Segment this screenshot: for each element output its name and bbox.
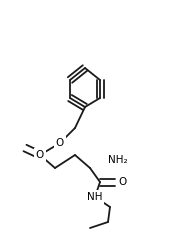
Text: NH₂: NH₂: [108, 155, 128, 165]
Text: O: O: [118, 177, 126, 187]
Text: O: O: [56, 138, 64, 148]
Text: NH: NH: [87, 192, 103, 202]
Text: O: O: [36, 150, 44, 160]
